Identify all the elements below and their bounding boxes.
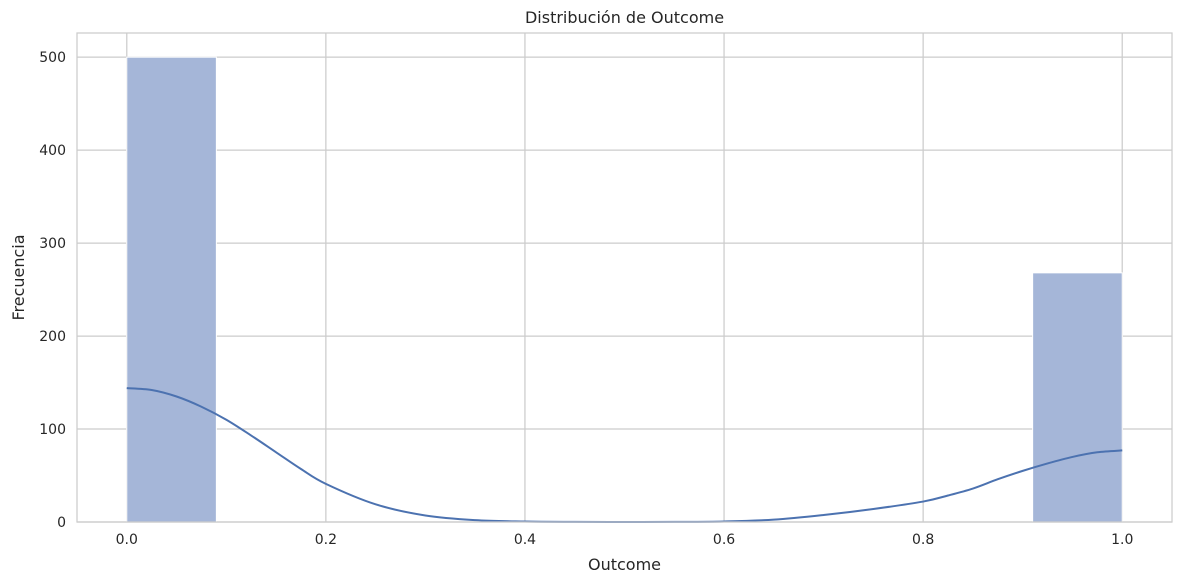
x-tick-label: 0.0 (116, 532, 138, 548)
x-tick-labels: 0.0 0.2 0.4 0.6 0.8 1.0 (116, 532, 1134, 548)
x-tick-label: 0.8 (912, 532, 934, 548)
x-tick-label: 0.6 (713, 532, 735, 548)
y-tick-label: 0 (57, 515, 66, 531)
y-tick-labels: 0 100 200 300 400 500 (39, 50, 66, 531)
y-axis-label: Frecuencia (9, 234, 28, 320)
y-tick-label: 200 (39, 329, 66, 345)
y-tick-label: 500 (39, 50, 66, 66)
histogram-bar (126, 56, 217, 523)
x-axis-label: Outcome (588, 555, 661, 574)
kde-curve (126, 387, 1123, 523)
y-tick-label: 300 (39, 236, 66, 252)
histogram-bar (1032, 272, 1123, 523)
chart-title: Distribución de Outcome (525, 8, 724, 27)
y-tick-label: 100 (39, 422, 66, 438)
histogram-bars (126, 56, 1123, 523)
grid-layer (77, 33, 1172, 523)
x-tick-label: 1.0 (1111, 532, 1133, 548)
x-tick-label: 0.4 (514, 532, 536, 548)
plot-frame (76, 32, 1173, 523)
x-tick-label: 0.2 (315, 532, 337, 548)
kde-layer (126, 387, 1123, 523)
y-tick-label: 400 (39, 143, 66, 159)
